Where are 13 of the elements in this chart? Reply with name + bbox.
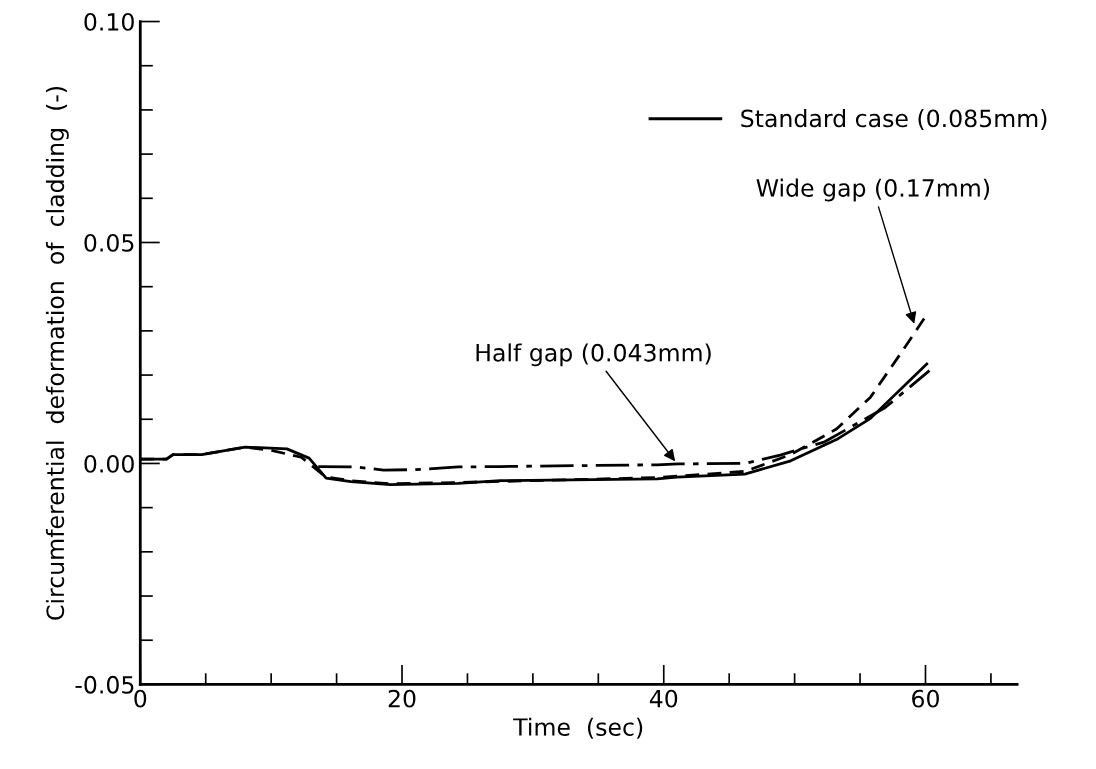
y-tick-label: 0.00 <box>84 454 134 473</box>
x-tick-label: 0 <box>134 689 147 708</box>
y-tick-label: -0.05 <box>75 675 134 694</box>
annotation: Wide gap (0.17mm) <box>756 178 989 202</box>
x-axis-title: Time (sec) <box>513 717 643 739</box>
x-tick-label: 60 <box>912 689 939 708</box>
y-tick-label: 0.05 <box>84 233 134 252</box>
y-tick-label: 0.10 <box>84 12 134 31</box>
annotation: Half gap (0.043mm) <box>476 343 711 367</box>
x-tick-label: 20 <box>388 689 416 708</box>
x-tick-label: 40 <box>649 689 678 708</box>
y-axis-title: Circumferential deformation of cladding (-) <box>45 86 69 620</box>
legend-label: Standard case (0.085mm) <box>741 109 1047 131</box>
